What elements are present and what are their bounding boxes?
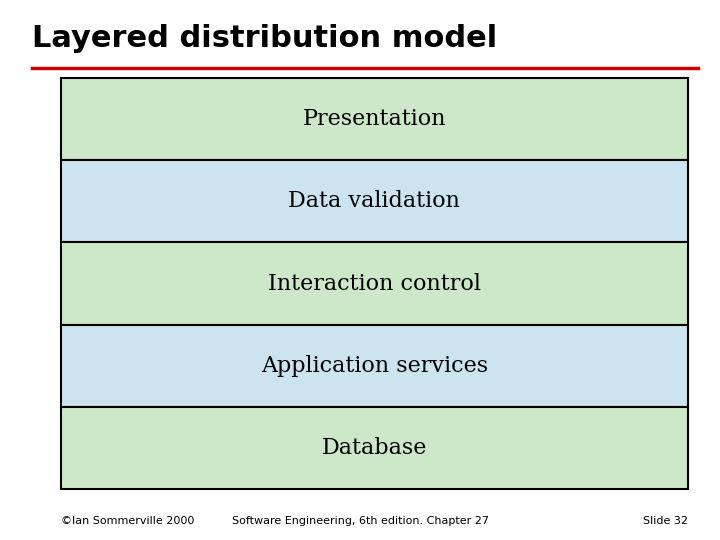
Text: Interaction control: Interaction control [268, 273, 481, 294]
Bar [61, 407, 688, 489]
Text: Database: Database [322, 437, 427, 458]
Text: Application services: Application services [261, 355, 488, 376]
Bar [61, 325, 688, 407]
Text: Software Engineering, 6th edition. Chapter 27: Software Engineering, 6th edition. Chapt… [232, 516, 488, 526]
Bar [61, 242, 688, 325]
Text: Presentation: Presentation [302, 109, 446, 130]
Bar [61, 78, 688, 160]
Bar [61, 160, 688, 242]
Text: Data validation: Data validation [289, 191, 460, 212]
Text: Layered distribution model: Layered distribution model [32, 24, 498, 53]
Text: Slide 32: Slide 32 [643, 516, 688, 526]
Text: ©Ian Sommerville 2000: ©Ian Sommerville 2000 [61, 516, 194, 526]
